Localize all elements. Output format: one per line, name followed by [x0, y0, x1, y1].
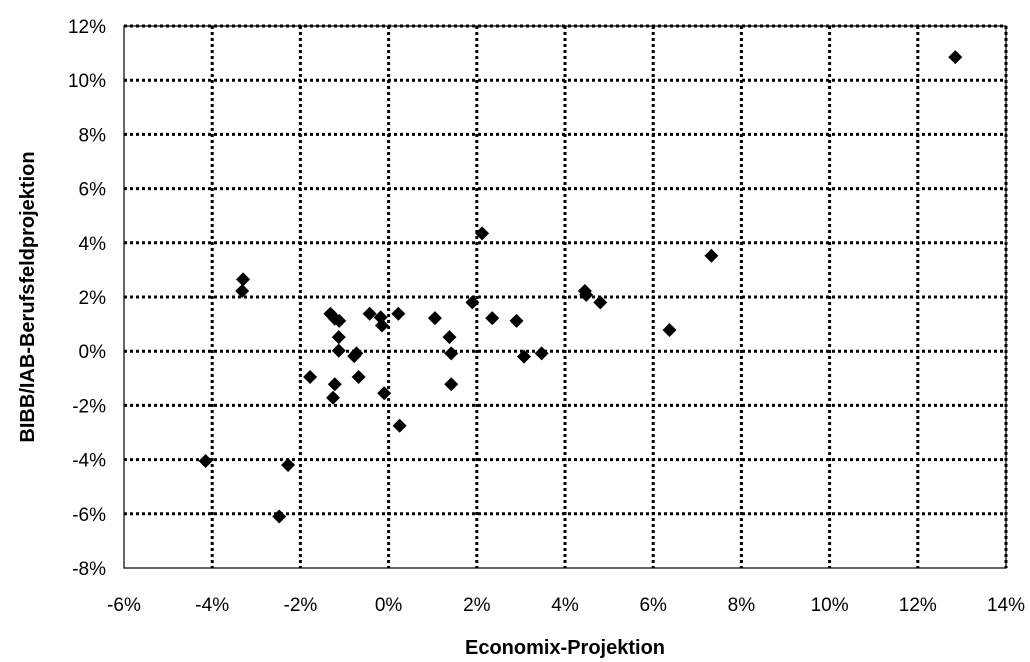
data-point: [281, 458, 296, 473]
y-tick-label: 12%: [68, 17, 106, 38]
x-tick-label: 14%: [987, 595, 1025, 616]
data-point: [475, 226, 490, 241]
x-tick-label: -2%: [284, 595, 318, 616]
data-point: [579, 287, 594, 302]
x-tick-label: 10%: [811, 595, 849, 616]
y-tick-label: 8%: [79, 125, 107, 146]
data-points: [198, 50, 963, 524]
x-tick-label: 12%: [899, 595, 937, 616]
data-point: [444, 346, 459, 361]
data-point: [509, 313, 524, 328]
y-axis-tick-labels: -8% -6% -4% -2% 0% 2% 4% 6% 8% 10% 12%: [68, 17, 106, 580]
data-point: [948, 50, 963, 65]
y-tick-label: -6%: [72, 505, 106, 526]
data-point: [391, 306, 406, 321]
data-point: [331, 330, 346, 345]
data-point: [593, 295, 608, 310]
x-tick-label: -6%: [107, 595, 141, 616]
y-tick-label: 2%: [79, 288, 107, 309]
data-point: [198, 453, 213, 468]
y-tick-label: 4%: [79, 234, 107, 255]
grid-lines: [124, 24, 1008, 568]
data-point: [392, 418, 407, 433]
data-point: [272, 509, 287, 524]
data-point: [485, 311, 500, 326]
data-point: [351, 369, 366, 384]
x-tick-label: 6%: [639, 595, 667, 616]
x-tick-label: 8%: [728, 595, 756, 616]
y-tick-label: 6%: [79, 180, 107, 201]
data-point: [662, 323, 677, 338]
data-point: [442, 330, 457, 345]
plot-frame: [123, 25, 1007, 569]
data-point: [362, 306, 377, 321]
data-point: [444, 377, 459, 392]
data-point: [516, 349, 531, 364]
x-tick-label: 2%: [463, 595, 491, 616]
data-point: [235, 284, 250, 299]
data-point: [326, 390, 341, 405]
data-point: [704, 248, 719, 263]
data-point: [427, 311, 442, 326]
x-axis-tick-labels: -6% -4% -2% 0% 2% 4% 6% 8% 10% 12% 14%: [107, 595, 1025, 616]
y-tick-label: 0%: [79, 342, 107, 363]
y-tick-label: -4%: [72, 451, 106, 472]
data-point: [377, 386, 392, 401]
y-tick-label: -2%: [72, 396, 106, 417]
data-point: [332, 313, 347, 328]
data-point: [374, 318, 389, 333]
data-point: [331, 343, 346, 358]
data-point: [327, 377, 342, 392]
x-axis-title: Economix-Projektion: [465, 637, 665, 659]
data-point: [534, 346, 549, 361]
y-tick-label: -8%: [72, 559, 106, 580]
x-tick-label: 4%: [551, 595, 579, 616]
data-point: [303, 369, 318, 384]
data-point: [349, 346, 364, 361]
data-point: [236, 272, 251, 287]
x-tick-label: -4%: [195, 595, 229, 616]
y-axis-title: BIBB/IAB-Berufsfeldprojektion: [17, 151, 39, 442]
y-tick-label: 10%: [68, 71, 106, 92]
x-tick-label: 0%: [375, 595, 403, 616]
data-point: [465, 295, 480, 310]
